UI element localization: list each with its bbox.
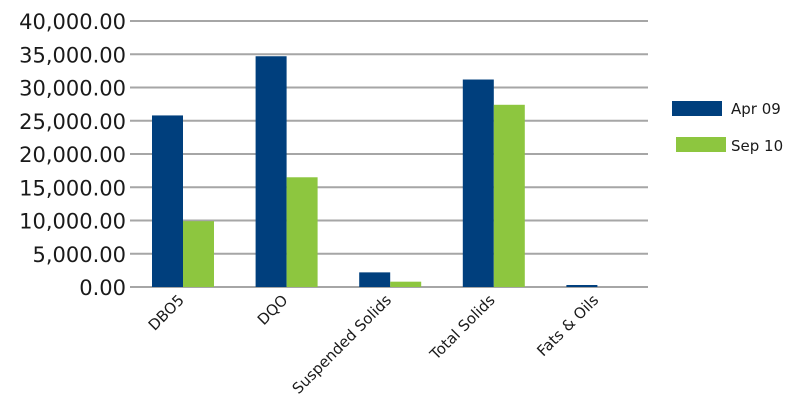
x-tick-label: DQO [254,291,292,329]
bar [286,177,318,287]
legend: Apr 09 Sep 10 [672,100,783,155]
y-axis-ticks: 0.00 5,000.00 10,000.00 15,000.00 20,000.00 2… [19,10,126,300]
legend-label-apr-09: Apr 09 [731,100,781,118]
legend-item-sep-10[interactable]: Sep 10 [676,137,783,155]
x-tick-label: DBO5 [145,291,188,334]
y-tick-label: 25,000.00 [19,110,126,134]
bar [390,281,422,287]
bar [462,79,494,288]
bar [152,115,183,288]
legend-item-apr-09[interactable]: Apr 09 [672,100,781,118]
x-tick-label: Total Solids [426,291,499,364]
bars [152,56,598,288]
y-tick-label: 35,000.00 [19,43,126,67]
y-tick-label: 10,000.00 [19,210,126,234]
bar [359,272,391,287]
bar [255,56,287,288]
y-tick-label: 30,000.00 [19,77,126,101]
gridlines [130,20,648,288]
y-tick-label: 5,000.00 [32,243,126,267]
x-tick-label: Fats & Oils [533,291,602,360]
bar [183,221,214,287]
bar [566,285,598,287]
bar [493,104,525,287]
y-tick-label: 15,000.00 [19,176,126,200]
legend-swatch-apr-09 [672,101,722,116]
legend-swatch-sep-10 [676,137,726,152]
y-tick-label: 40,000.00 [19,10,126,34]
x-tick-label: Suspended Solids [289,291,396,398]
y-tick-label: 20,000.00 [19,143,126,167]
y-tick-label: 0.00 [79,276,126,300]
legend-label-sep-10: Sep 10 [731,137,783,155]
